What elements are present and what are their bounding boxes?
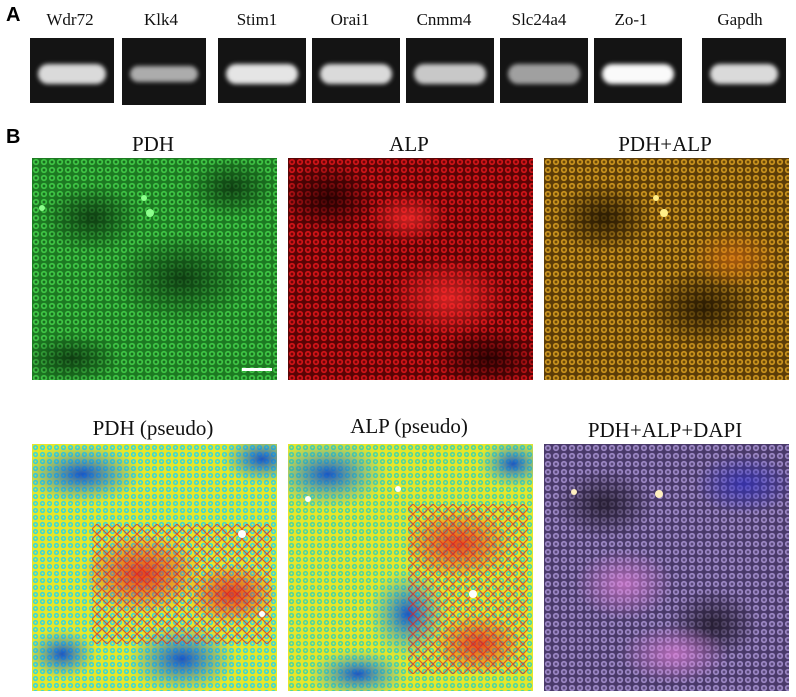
lane-label: Wdr72 <box>46 10 94 29</box>
image-title-alp: ALP <box>389 132 429 156</box>
panel-a-letter: A <box>6 4 21 26</box>
gel-band <box>129 66 199 83</box>
gel-band <box>507 64 581 84</box>
gel-lane <box>702 38 786 103</box>
panel-b-letter: B <box>6 126 21 148</box>
gel-lane <box>30 38 114 103</box>
gel-lane <box>594 38 682 103</box>
lane-label: Gapdh <box>717 10 763 29</box>
image-title-pdh: PDH <box>131 132 174 156</box>
lane-label: Klk4 <box>144 10 178 29</box>
lane-label: Zo-1 <box>614 10 648 29</box>
gel-lane <box>500 38 588 103</box>
micrograph-alp-red <box>288 158 533 380</box>
gel-lane <box>218 38 306 103</box>
gel-band <box>319 64 393 84</box>
lane-label: Stim1 <box>236 10 278 29</box>
gel-band <box>709 64 779 84</box>
lane-label: Orai1 <box>330 10 370 29</box>
gel-band <box>37 64 107 84</box>
micrograph-pdh-green <box>32 158 277 380</box>
gel-band <box>413 64 487 84</box>
image-title-pdh-pseudo: PDH (pseudo) <box>92 416 214 440</box>
gel-lane <box>406 38 494 103</box>
micrograph-pdh-pseudocolor <box>32 444 277 691</box>
lane-label: Slc24a4 <box>511 10 567 29</box>
image-title-pdh-alp-dapi: PDH+ALP+DAPI <box>587 418 743 442</box>
micrograph-pdh-alp-merge <box>544 158 789 380</box>
image-title-pdh-alp: PDH+ALP <box>618 132 712 156</box>
image-title-alp-pseudo: ALP (pseudo) <box>350 414 468 438</box>
micrograph-pdh-alp-dapi <box>544 444 789 691</box>
scale-bar <box>242 368 272 371</box>
gel-band <box>601 64 675 84</box>
gel-lane <box>312 38 400 103</box>
micrograph-alp-pseudocolor <box>288 444 533 691</box>
gel-lane <box>122 38 206 105</box>
lane-label: Cnmm4 <box>416 10 472 29</box>
gel-band <box>225 64 299 84</box>
